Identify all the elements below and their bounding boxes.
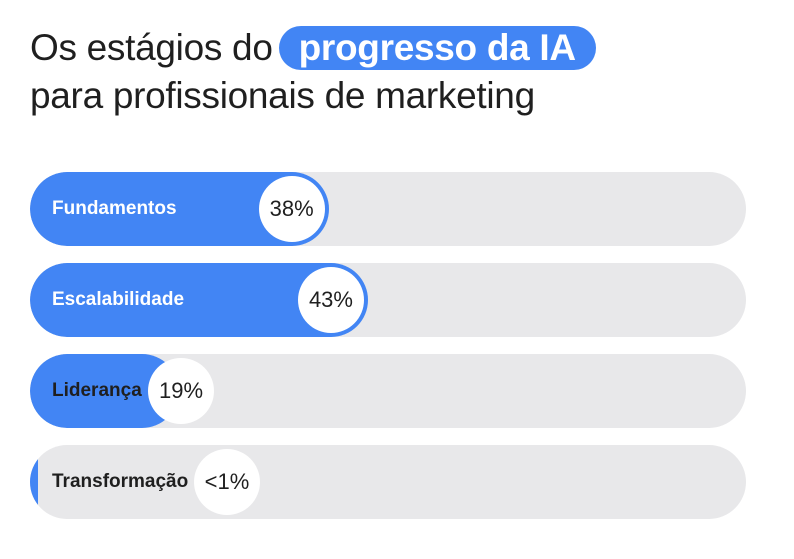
bar-label: Escalabilidade: [52, 289, 185, 310]
value-badge: 19%: [148, 358, 214, 424]
bar-row: Escalabilidade 43%: [30, 263, 746, 337]
bar-chart: Fundamentos 38% Escalabilidade 43% Liderança…: [30, 172, 746, 536]
value-badge: <1%: [194, 449, 260, 515]
chart-title: Os estágios do progresso da IA para profi…: [30, 24, 596, 120]
bar-row: Transformação <1%: [30, 445, 746, 519]
title-prefix: Os estágios do: [30, 27, 273, 68]
title-line-1: Os estágios do progresso da IA: [30, 24, 596, 72]
title-line-2: para profissionais de marketing: [30, 75, 535, 116]
bar-label: Liderança: [52, 380, 142, 401]
title-highlight-pill: progresso da IA: [278, 26, 596, 70]
bar-label: Fundamentos: [52, 198, 177, 219]
value-badge: 43%: [297, 267, 364, 333]
bar-label: Transformação: [52, 471, 189, 492]
bar-row: Fundamentos 38%: [30, 172, 746, 246]
bar-fill: [30, 445, 38, 519]
bar-row: Liderança 19%: [30, 354, 746, 428]
value-badge: 38%: [258, 176, 325, 242]
